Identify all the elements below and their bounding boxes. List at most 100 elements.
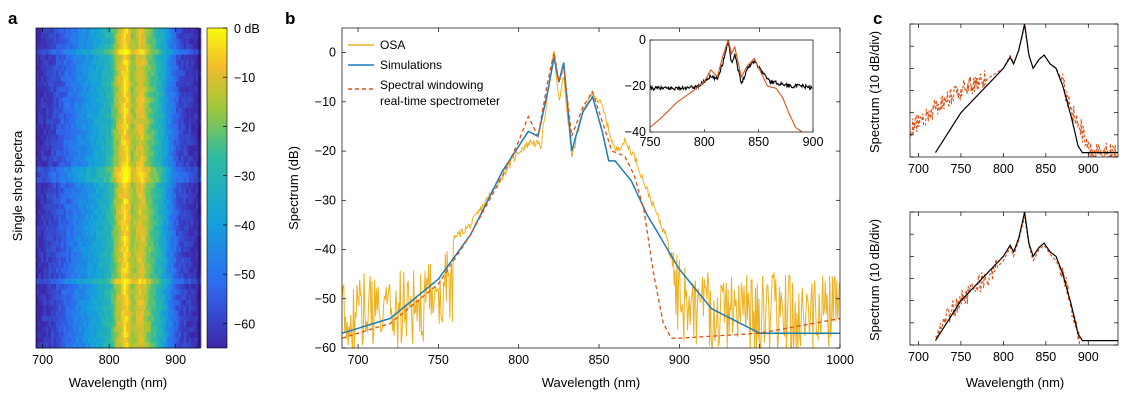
heatmap-cell [43, 220, 47, 226]
heatmap-cell [151, 177, 154, 184]
heatmap-cell [56, 81, 59, 88]
heatmap-cell [151, 241, 154, 248]
heatmap-cell [51, 49, 54, 56]
heatmap-cell [166, 124, 169, 130]
heatmap-cell [111, 246, 114, 253]
heatmap-cell [188, 70, 192, 77]
heatmap-cell [53, 54, 57, 61]
heatmap-cell [96, 289, 99, 296]
heatmap-cell [98, 60, 102, 66]
heatmap-cell [121, 257, 124, 264]
heatmap-cell [168, 65, 172, 72]
heatmap-cell [173, 92, 177, 98]
heatmap-cell [148, 33, 152, 40]
heatmap-cell [181, 198, 184, 205]
heatmap-cell [86, 177, 89, 184]
heatmap-cell [96, 177, 99, 184]
heatmap-cell [51, 172, 54, 178]
heatmap-cell [196, 188, 199, 194]
heatmap-cell [116, 97, 119, 104]
heatmap-cell [111, 172, 114, 178]
heatmap-cell [186, 172, 189, 178]
heatmap-cell [61, 220, 64, 226]
heatmap-cell [123, 220, 127, 226]
heatmap-cell [63, 113, 67, 120]
heatmap-cell [151, 113, 154, 120]
heatmap-cell [118, 236, 122, 242]
heatmap-cell [48, 257, 52, 264]
heatmap-cell [183, 278, 187, 285]
heatmap-cell [91, 284, 94, 290]
heatmap-cell [76, 289, 79, 296]
heatmap-cell [136, 172, 139, 178]
heatmap-cell [88, 193, 92, 200]
heatmap-cell [56, 166, 59, 173]
heatmap-cell [78, 342, 82, 349]
heatmap-cell [78, 118, 82, 125]
panel-a-x-tick-label: 700 [32, 353, 53, 367]
heatmap-cell [48, 342, 52, 349]
heatmap-cell [106, 188, 109, 194]
heatmap-cell [126, 102, 129, 109]
heatmap-cell [66, 241, 69, 248]
heatmap-cell [163, 321, 167, 328]
heatmap-cell [63, 230, 67, 237]
heatmap-cell [136, 278, 139, 285]
heatmap-cell [113, 278, 117, 285]
heatmap-cell [43, 113, 47, 120]
heatmap-cell [193, 33, 197, 40]
heatmap-cell [136, 129, 139, 136]
heatmap-cell [178, 118, 182, 125]
heatmap-cell [181, 140, 184, 146]
heatmap-cell [101, 193, 104, 200]
heatmap-cell [41, 134, 44, 141]
heatmap-cell [163, 177, 167, 184]
heatmap-cell [148, 44, 152, 50]
heatmap-cell [188, 156, 192, 162]
heatmap-cell [178, 70, 182, 77]
heatmap-cell [161, 97, 164, 104]
heatmap-cell [166, 134, 169, 141]
heatmap-cell [143, 172, 147, 178]
heatmap-cell [153, 113, 157, 120]
heatmap-cell [118, 268, 122, 274]
heatmap-cell [78, 198, 82, 205]
heatmap-cell [173, 113, 177, 120]
heatmap-cell [118, 33, 122, 40]
heatmap-cell [78, 102, 82, 109]
heatmap-cell [53, 140, 57, 146]
heatmap-cell [81, 209, 84, 216]
heatmap-cell [131, 252, 134, 258]
heatmap-cell [196, 257, 199, 264]
heatmap-cell [76, 246, 79, 253]
heatmap-cell [46, 161, 49, 168]
heatmap-cell [141, 182, 144, 189]
heatmap-cell [113, 305, 117, 312]
heatmap-cell [133, 342, 137, 349]
heatmap-cell [86, 129, 89, 136]
heatmap-cell [101, 262, 104, 269]
heatmap-cell [46, 92, 49, 98]
heatmap-cell [148, 81, 152, 88]
heatmap-cell [153, 225, 157, 232]
heatmap-cell [131, 230, 134, 237]
heatmap-cell [88, 38, 92, 45]
heatmap-cell [96, 76, 99, 82]
heatmap-cell [158, 177, 162, 184]
heatmap-cell [58, 305, 62, 312]
heatmap-cell [146, 70, 149, 77]
heatmap-cell [71, 198, 74, 205]
heatmap-cell [51, 310, 54, 317]
heatmap-cell [108, 97, 112, 104]
heatmap-cell [126, 33, 129, 40]
heatmap-cell [133, 305, 137, 312]
heatmap-cell [71, 278, 74, 285]
heatmap-cell [63, 92, 67, 98]
heatmap-cell [93, 262, 97, 269]
heatmap-cell [91, 60, 94, 66]
heatmap-cell [38, 92, 42, 98]
heatmap-cell [111, 38, 114, 45]
heatmap-cell [133, 204, 137, 210]
heatmap-cell [111, 342, 114, 349]
heatmap-cell [163, 166, 167, 173]
